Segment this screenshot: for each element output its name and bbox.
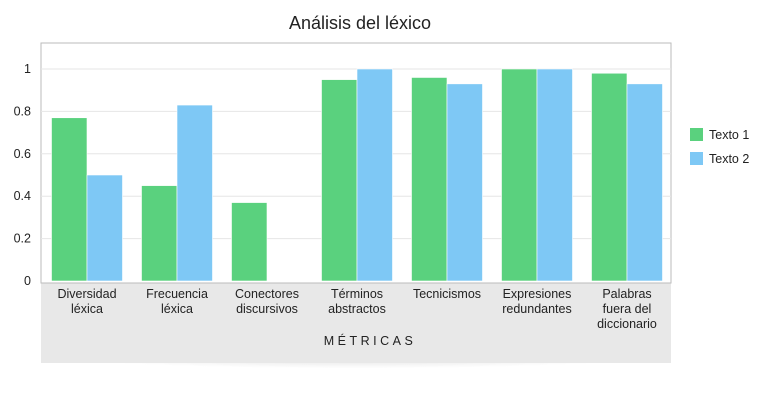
y-tick-label: 1 [24,62,31,76]
legend-swatch [690,152,703,165]
bar-texto-1 [501,68,538,282]
legend-label: Texto 2 [709,152,749,166]
bar-texto-2 [626,83,663,282]
category-label: Palabras fuera del diccionario [597,287,657,331]
bar-texto-1 [411,77,448,282]
bar-texto-1 [321,79,358,282]
y-tick-label: 0.4 [14,189,31,203]
bar-texto-1 [141,185,178,282]
bar-texto-2 [86,174,123,282]
chart-title: Análisis del léxico [289,13,431,33]
bar-texto-2 [536,68,573,282]
bar-texto-1 [51,117,88,282]
y-tick-label: 0.8 [14,104,31,118]
bars [51,68,663,282]
y-axis-ticks: 0 0.2 0.4 0.6 0.8 1 [14,62,31,288]
legend-label: Texto 1 [709,128,749,142]
category-label: Términos abstractos [328,287,386,316]
category-labels: Diversidad léxica Frecuencia léxica Conector… [57,287,656,331]
category-label: Diversidad léxica [57,287,116,316]
y-tick-label: 0 [24,274,31,288]
x-axis-title: MÉTRICAS [324,333,417,348]
bar-texto-2 [356,68,393,282]
bar-texto-2 [176,104,213,282]
x-axis-panel [41,283,671,363]
bar-texto-2 [446,83,483,282]
category-label: Expresiones redundantes [502,287,572,316]
y-tick-label: 0.2 [14,232,31,246]
category-label: Frecuencia léxica [146,287,208,316]
legend-swatch [690,128,703,141]
category-label: Tecnicismos [413,287,481,301]
bar-texto-1 [231,202,268,282]
bar-texto-1 [591,72,628,282]
legend: Texto 1 Texto 2 [690,128,749,166]
y-tick-label: 0.6 [14,147,31,161]
category-label: Conectores discursivos [235,287,299,316]
